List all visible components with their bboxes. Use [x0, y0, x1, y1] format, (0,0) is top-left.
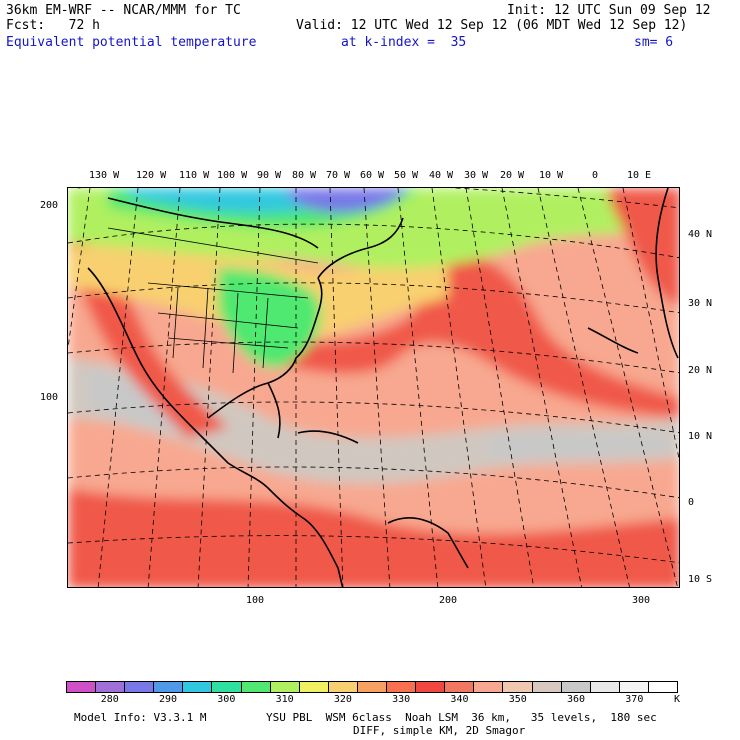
lon-label: 90 W [257, 170, 282, 181]
colorbar-swatch [125, 682, 155, 692]
colorbar-swatch [474, 682, 504, 692]
field-name: Equivalent potential temperature [6, 35, 257, 50]
lat-label: 10 S [688, 574, 713, 585]
field-shading [68, 188, 679, 587]
colorbar-swatch [96, 682, 126, 692]
valid-time: Valid: 12 UTC Wed 12 Sep 12 (06 MDT Wed … [296, 18, 688, 33]
colorbar-swatch [387, 682, 417, 692]
smoothing-info: sm= 6 [634, 35, 674, 50]
colorbar-label: 330 [392, 694, 411, 705]
colorbar-swatch [154, 682, 184, 692]
lon-label: 0 [592, 170, 599, 181]
lon-label: 100 W [217, 170, 248, 181]
colorbar-swatch [328, 682, 358, 692]
physics-info: YSU PBL WSM 6class Noah LSM 36 km, 35 le… [266, 711, 657, 724]
colorbar-label: 310 [275, 694, 294, 705]
colorbar-unit: K [674, 694, 681, 705]
colorbar-swatch [648, 682, 677, 692]
graticule [68, 188, 679, 587]
colorbar-label: 350 [508, 694, 527, 705]
colorbar-swatch [561, 682, 591, 692]
level-info: at k-index = 35 [341, 35, 467, 50]
colorbar-label: 360 [567, 694, 586, 705]
colorbar-swatch [445, 682, 475, 692]
lon-label: 60 W [360, 170, 385, 181]
colorbar-label: 280 [100, 694, 119, 705]
colorbar-swatch [619, 682, 649, 692]
colorbar-label: 340 [450, 694, 469, 705]
grid-x-label: 200 [439, 595, 458, 606]
grid-x-label: 300 [632, 595, 651, 606]
lon-label: 50 W [394, 170, 419, 181]
lat-label: 0 [688, 497, 695, 508]
model-title: 36km EM-WRF -- NCAR/MMM for TC [6, 3, 241, 18]
political-boundaries [107, 227, 319, 374]
lon-label: 70 W [326, 170, 351, 181]
lon-label: 10 E [627, 170, 652, 181]
lon-label: 120 W [136, 170, 167, 181]
init-time: Init: 12 UTC Sun 09 Sep 12 [507, 3, 711, 18]
colorbar-label: 290 [159, 694, 178, 705]
model-info: Model Info: V3.3.1 M [74, 711, 207, 724]
colorbar-swatch [532, 682, 562, 692]
lon-label: 130 W [89, 170, 120, 181]
lat-label: 10 N [688, 431, 713, 442]
lon-label: 80 W [292, 170, 317, 181]
theta-e-map [67, 187, 680, 588]
grid-y-label: 100 [40, 392, 59, 403]
lon-label: 20 W [500, 170, 525, 181]
lat-label: 30 N [688, 298, 713, 309]
colorbar-label: 370 [625, 694, 644, 705]
colorbar-swatch [590, 682, 620, 692]
grid-x-label: 100 [246, 595, 265, 606]
colorbar-swatch [212, 682, 242, 692]
map-canvas [68, 188, 679, 587]
lon-label: 110 W [179, 170, 210, 181]
coastlines [87, 188, 679, 587]
colorbar-label: 300 [217, 694, 236, 705]
grid-y-label: 200 [40, 200, 59, 211]
colorbar [66, 681, 678, 693]
colorbar-swatch [241, 682, 271, 692]
colorbar-swatch [183, 682, 213, 692]
lat-label: 20 N [688, 365, 713, 376]
colorbar-swatch [299, 682, 329, 692]
colorbar-swatch [416, 682, 446, 692]
forecast-hour: Fcst: 72 h [6, 18, 100, 33]
colorbar-swatch [503, 682, 533, 692]
lon-label: 10 W [539, 170, 564, 181]
colorbar-swatch [357, 682, 388, 692]
lon-label: 30 W [464, 170, 489, 181]
lat-label: 40 N [688, 229, 713, 240]
colorbar-swatch [67, 682, 97, 692]
colorbar-swatch [270, 682, 300, 692]
lon-label: 40 W [429, 170, 454, 181]
diffusion-info: DIFF, simple KM, 2D Smagor [353, 724, 526, 737]
colorbar-label: 320 [333, 694, 352, 705]
